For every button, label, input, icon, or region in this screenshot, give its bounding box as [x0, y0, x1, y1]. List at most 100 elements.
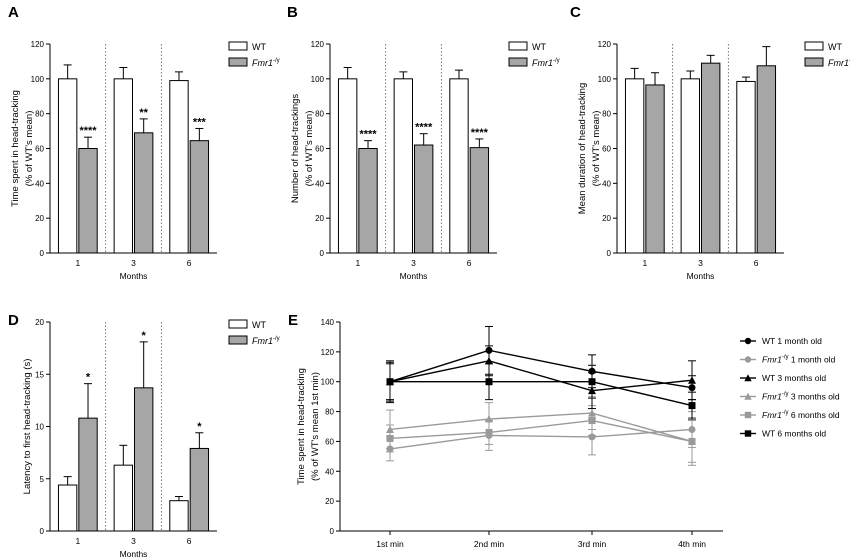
- panel-e-x-tick-label: 1st min: [376, 539, 404, 549]
- panel-e-point: [588, 417, 596, 425]
- panel-a-x-tick-label: 3: [131, 258, 136, 268]
- panel-e-y-tick-label: 80: [325, 408, 334, 417]
- panel-d-legend-swatch-fmr1: [228, 335, 248, 345]
- panel-b-significance: ****: [415, 122, 433, 134]
- panel-e-point: [688, 402, 696, 410]
- panel-e-series-line: [389, 412, 693, 443]
- panel-d-y-tick-label: 5: [40, 475, 45, 484]
- panel-d-legend-fmr1-sup: -/y: [273, 336, 280, 342]
- panel-e-letter: E: [288, 312, 298, 329]
- panel-c-y-label: (% of WT's mean): [591, 111, 602, 187]
- panel-e-legend-label: WT 6 months old: [762, 429, 826, 439]
- panel-e-legend-label-text: WT 3 months old: [762, 373, 826, 383]
- panel-e-series-line: [390, 381, 693, 407]
- panel-b-bar-fmr1: [414, 144, 434, 254]
- panel-e-series-4: [386, 405, 696, 466]
- panel-b-y-tick-label: 40: [315, 179, 324, 188]
- panel-c-legend-wt: WT: [828, 42, 842, 52]
- panel-a-bar-fmr1: [134, 132, 154, 254]
- panel-d-legend-fmr1: Fmr1-/y: [252, 336, 280, 346]
- panel-b-significance: ****: [359, 129, 377, 141]
- panel-d-legend-wt: WT: [252, 320, 266, 330]
- panel-e-series-line: [389, 428, 693, 450]
- panel-a-significance: **: [139, 107, 148, 119]
- panel-c-x-tick-label: 6: [754, 258, 759, 268]
- panel-e-series-line: [389, 349, 693, 389]
- panel-b-x-tick-label: 1: [355, 258, 360, 268]
- panel-e-legend-marker: [744, 411, 752, 419]
- panel-a-bar-fmr1: [189, 140, 210, 254]
- panel-e-legend-marker: [744, 356, 752, 363]
- panel-b-legend-swatch-wt: [508, 41, 528, 51]
- panel-e-legend-label: WT 3 months old: [762, 373, 826, 383]
- panel-a-bar-wt: [169, 80, 189, 254]
- panel-e-legend-marker: [744, 430, 752, 437]
- panel-a-y-tick-label: 80: [35, 110, 44, 119]
- panel-e-legend-label-text: 6 months old: [789, 410, 840, 420]
- panel-e-legend-label: Fmr1-/y 3 months old: [762, 392, 840, 402]
- panel-e-point: [386, 434, 394, 442]
- panel-c-x-tick-label: 1: [642, 258, 647, 268]
- panel-d-x-tick-label: 1: [75, 536, 80, 546]
- panel-a-bar-wt: [113, 78, 133, 254]
- panel-a-y-tick-label: 20: [35, 214, 44, 223]
- panel-a-significance: ***: [193, 116, 207, 128]
- panel-c-bar-wt: [680, 78, 701, 254]
- panel-b-y-tick-label: 0: [320, 249, 325, 258]
- panel-b-bar-wt: [337, 78, 358, 254]
- panel-e-legend-label-sup: -/y: [782, 355, 789, 361]
- panel-d-y-tick-label: 20: [35, 318, 44, 327]
- panel-e-legend-label-text: WT 1 month old: [762, 336, 822, 346]
- panel-c-bar-wt: [624, 78, 645, 254]
- panel-d-bar-fmr1: [78, 417, 98, 532]
- panel-e-legend-label-italic: Fmr1: [762, 355, 782, 365]
- panel-e-legend-label-sup: -/y: [782, 410, 789, 416]
- panel-e-y-tick-label: 0: [330, 527, 335, 536]
- panel-b-letter: B: [287, 4, 298, 21]
- panel-a-legend-swatch-fmr1: [228, 57, 248, 67]
- panel-b-legend-wt: WT: [532, 42, 546, 52]
- panel-c-bar-wt: [736, 80, 756, 254]
- panel-b-y-tick-label: 100: [311, 75, 325, 84]
- panel-d-bar-fmr1: [134, 387, 154, 532]
- panel-e-point: [485, 356, 493, 365]
- panel-e-legend-marker: [744, 392, 752, 400]
- panel-a-legend-fmr1-sup: -/y: [273, 58, 280, 64]
- panel-e-legend-label-sup: -/y: [782, 392, 789, 398]
- panel-c-x-label: Months: [687, 271, 715, 281]
- panel-d-significance: *: [142, 330, 147, 342]
- panel-b-bar-wt: [449, 78, 469, 254]
- panel-a-y-tick-label: 0: [40, 249, 45, 258]
- panel-d-y-label: Latency to first head-tracking (s): [22, 359, 33, 495]
- panel-c-y-tick-label: 20: [602, 214, 611, 223]
- panel-e-y-tick-label: 120: [321, 348, 335, 357]
- panel-b-x-tick-label: 3: [411, 258, 416, 268]
- panel-c-y-label: Mean duration of head-tracking: [577, 83, 588, 215]
- panel-e-legend-label: Fmr1-/y 6 months old: [762, 410, 840, 420]
- panel-a-bar-wt: [57, 78, 78, 254]
- panel-c-legend-fmr1: Fmr1-/y: [828, 58, 850, 68]
- panel-a-y-tick-label: 120: [31, 40, 45, 49]
- panel-e-point: [386, 378, 394, 386]
- panel-e-y-tick-label: 140: [321, 318, 335, 327]
- panel-a-y-tick-label: 40: [35, 179, 44, 188]
- panel-a-x-label: Months: [120, 271, 148, 281]
- panel-e-y-label: Time spent in head-tracking: [296, 368, 307, 485]
- panel-a-y-label: Time spent in head-tracking: [10, 90, 21, 207]
- panel-d-significance: *: [197, 421, 202, 433]
- panel-a-legend-fmr1-name: Fmr1: [252, 58, 273, 68]
- panel-e-x-tick-label: 4th min: [678, 539, 706, 549]
- panel-e-y-tick-label: 100: [321, 378, 335, 387]
- panel-c-x-tick-label: 3: [698, 258, 703, 268]
- panel-b: B 0 20 40 60 80 100 120 Number of head-trackings…: [287, 4, 560, 281]
- panel-a-letter: A: [8, 4, 19, 21]
- panel-a-legend-wt: WT: [252, 42, 266, 52]
- panel-c-y-tick-label: 40: [602, 179, 611, 188]
- panel-e-series-2: [386, 345, 696, 410]
- panel-b-bar-wt: [393, 78, 414, 254]
- panel-a: A 0 20 40 60 80 100 120 Time spent in head-track…: [8, 4, 280, 281]
- panel-b-y-tick-label: 20: [315, 214, 324, 223]
- panel-e-y-label: (% of WT's mean 1st min): [310, 372, 321, 481]
- panel-b-y-tick-label: 80: [315, 110, 324, 119]
- panel-b-x-tick-label: 6: [467, 258, 472, 268]
